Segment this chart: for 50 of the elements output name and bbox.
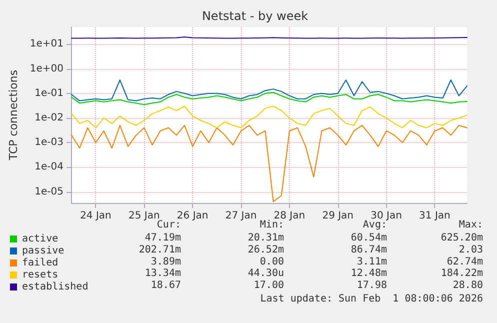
line-series — [71, 106, 468, 128]
y-tick-label: 1e+01 — [30, 38, 64, 50]
legend-label: passive — [22, 246, 64, 256]
y-axis-title: TCP connections — [7, 70, 20, 162]
y-tick-label: 1e-05 — [34, 186, 64, 198]
text: 202.71m — [138, 244, 181, 256]
text: 17.98 — [356, 280, 387, 292]
x-tick-label: 24 Jan — [80, 210, 112, 222]
x-tick-label: 27 Jan — [225, 210, 257, 222]
text: Max: — [458, 220, 483, 230]
text: Min: — [260, 220, 284, 230]
text: 13.34m — [144, 268, 181, 280]
text: Avg: — [362, 220, 387, 230]
text: 26.52m — [248, 244, 284, 256]
text: 60.54m — [350, 232, 387, 244]
text: 20.31m — [248, 232, 284, 244]
x-tick-label: 29 Jan — [322, 210, 354, 222]
text: 184.22m — [440, 268, 483, 280]
y-tick-label: 1e-03 — [34, 137, 64, 148]
x-tick-label: 31 Jan — [419, 210, 450, 222]
legend-label: active — [22, 234, 58, 244]
line-series — [71, 92, 468, 106]
text: 28.80 — [452, 280, 483, 292]
line-series — [71, 80, 468, 102]
y-tick-label: 1e-02 — [34, 112, 64, 124]
text: 17.00 — [254, 280, 284, 292]
text: Last update: Sun Feb 1 08:00:06 2026 — [260, 294, 483, 304]
x-tick-label: 30 Jan — [370, 210, 402, 222]
text: 12.48m — [350, 268, 387, 280]
legend-label: failed — [22, 258, 58, 268]
legend-label: established — [22, 282, 88, 292]
y-tick-label: 1e-01 — [34, 88, 64, 99]
y-tick-label: 1e+00 — [30, 63, 64, 74]
text: Cur: — [156, 220, 181, 230]
chart-title: Netstat - by week — [202, 9, 308, 23]
text: 3.11m — [356, 256, 387, 268]
x-tick-label: 26 Jan — [176, 210, 208, 222]
y-tick-label: 1e-04 — [34, 162, 64, 173]
text: 44.30u — [248, 268, 284, 280]
text: 62.74m — [446, 256, 483, 268]
text: 3.89m — [150, 256, 181, 268]
x-tick-label: 25 Jan — [128, 210, 160, 222]
text: 18.67 — [150, 280, 181, 292]
x-tick-label: 28 Jan — [274, 210, 306, 222]
text: 2.03 — [458, 244, 483, 256]
text: 625.20m — [440, 232, 483, 244]
text: 86.74m — [350, 244, 387, 256]
legend-label: resets — [22, 270, 58, 280]
text: 0.00 — [260, 256, 284, 268]
text: 47.19m — [144, 232, 181, 244]
